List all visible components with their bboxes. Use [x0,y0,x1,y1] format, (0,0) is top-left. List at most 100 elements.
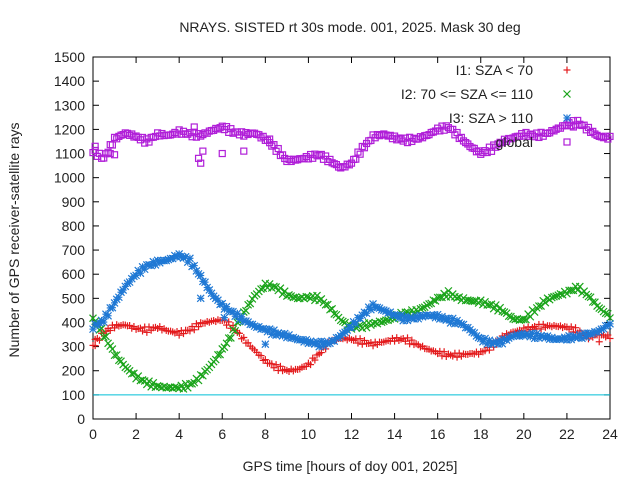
data-point [186,379,194,388]
data-point [369,342,377,350]
data-point [382,131,390,139]
data-point [534,302,543,310]
x-tick-label: 12 [344,426,360,442]
data-point [360,144,369,152]
x-tick-label: 24 [602,426,618,442]
data-point-outlier [91,335,99,343]
data-point [552,292,561,301]
data-point [175,331,183,339]
data-point [590,298,599,307]
data-point [274,144,282,153]
data-point [584,292,593,301]
x-tick-label: 2 [132,426,140,442]
data-point [519,315,528,324]
x-tick-label: 22 [559,426,575,442]
data-point [153,381,162,390]
data-point [556,290,565,298]
data-point [328,159,336,167]
data-point [313,291,321,300]
data-point [336,316,345,325]
x-tick-label: 10 [301,426,317,442]
data-point [567,122,575,130]
data-point [225,318,233,326]
data-point-outlier [220,313,229,322]
y-tick-label: 800 [62,218,86,234]
y-tick-label: 500 [62,290,86,306]
data-point [201,278,209,287]
data-point [302,152,310,161]
data-point [436,127,444,135]
data-point [317,294,326,303]
data-point [149,378,158,387]
data-point [130,369,138,378]
data-point [220,343,229,352]
data-point [190,128,198,136]
data-point [479,148,487,157]
data-point [270,141,278,149]
x-tick-label: 14 [387,426,403,442]
data-point [261,356,269,364]
data-point [112,351,121,359]
data-point [440,289,449,298]
legend-marker [563,138,571,146]
data-point [606,132,614,141]
legend-marker [563,66,571,74]
data-point [173,130,181,138]
data-point [276,362,284,370]
data-point [177,381,186,390]
x-tick-label: 4 [175,426,183,442]
data-point [257,352,265,360]
data-point [216,350,225,359]
data-point-outlier [110,151,119,159]
data-point [494,140,502,148]
data-point [453,353,461,361]
data-point [95,336,103,344]
data-point [285,290,293,299]
series-layer [89,116,614,393]
data-point [351,320,360,328]
data-point [498,307,507,316]
y-tick-label: 900 [62,194,86,210]
y-tick-label: 600 [62,266,86,282]
data-point [170,383,179,392]
data-point [175,126,183,134]
data-point [186,129,194,137]
y-tick-label: 100 [62,387,86,403]
y-tick-label: 300 [62,339,86,355]
data-point [196,271,205,280]
data-point [91,342,99,350]
y-tick-label: 700 [62,242,86,258]
data-point [537,302,545,310]
data-point [580,121,588,129]
data-point [537,325,545,333]
data-point [352,155,360,163]
y-tick-label: 400 [62,314,86,330]
data-point [278,151,287,159]
y-tick-label: 0 [77,411,85,427]
series-3 [89,250,614,351]
y-tick-label: 1300 [54,97,85,113]
series-4 [89,116,614,172]
data-point [145,138,153,146]
data-point [104,311,113,320]
data-point [606,314,614,322]
data-point [304,293,313,302]
data-point-outlier [240,147,248,155]
legend-label: I2: 70 <= SZA <= 110 [401,86,533,102]
data-point [141,139,149,147]
data-point [404,334,412,342]
data-point-outlier [595,338,603,346]
data-point [307,361,315,369]
data-point [311,356,319,364]
data-point [102,150,110,158]
x-tick-label: 16 [430,426,446,442]
data-point [547,293,556,302]
x-tick-label: 6 [218,426,226,442]
data-point [246,299,255,308]
y-axis: 0 100 200 300 400 500 600 700 800 900 1000 1100 1200… [54,49,610,427]
data-point [302,292,311,301]
data-point-outlier [190,123,198,131]
data-point [169,130,177,138]
data-point [606,319,614,328]
